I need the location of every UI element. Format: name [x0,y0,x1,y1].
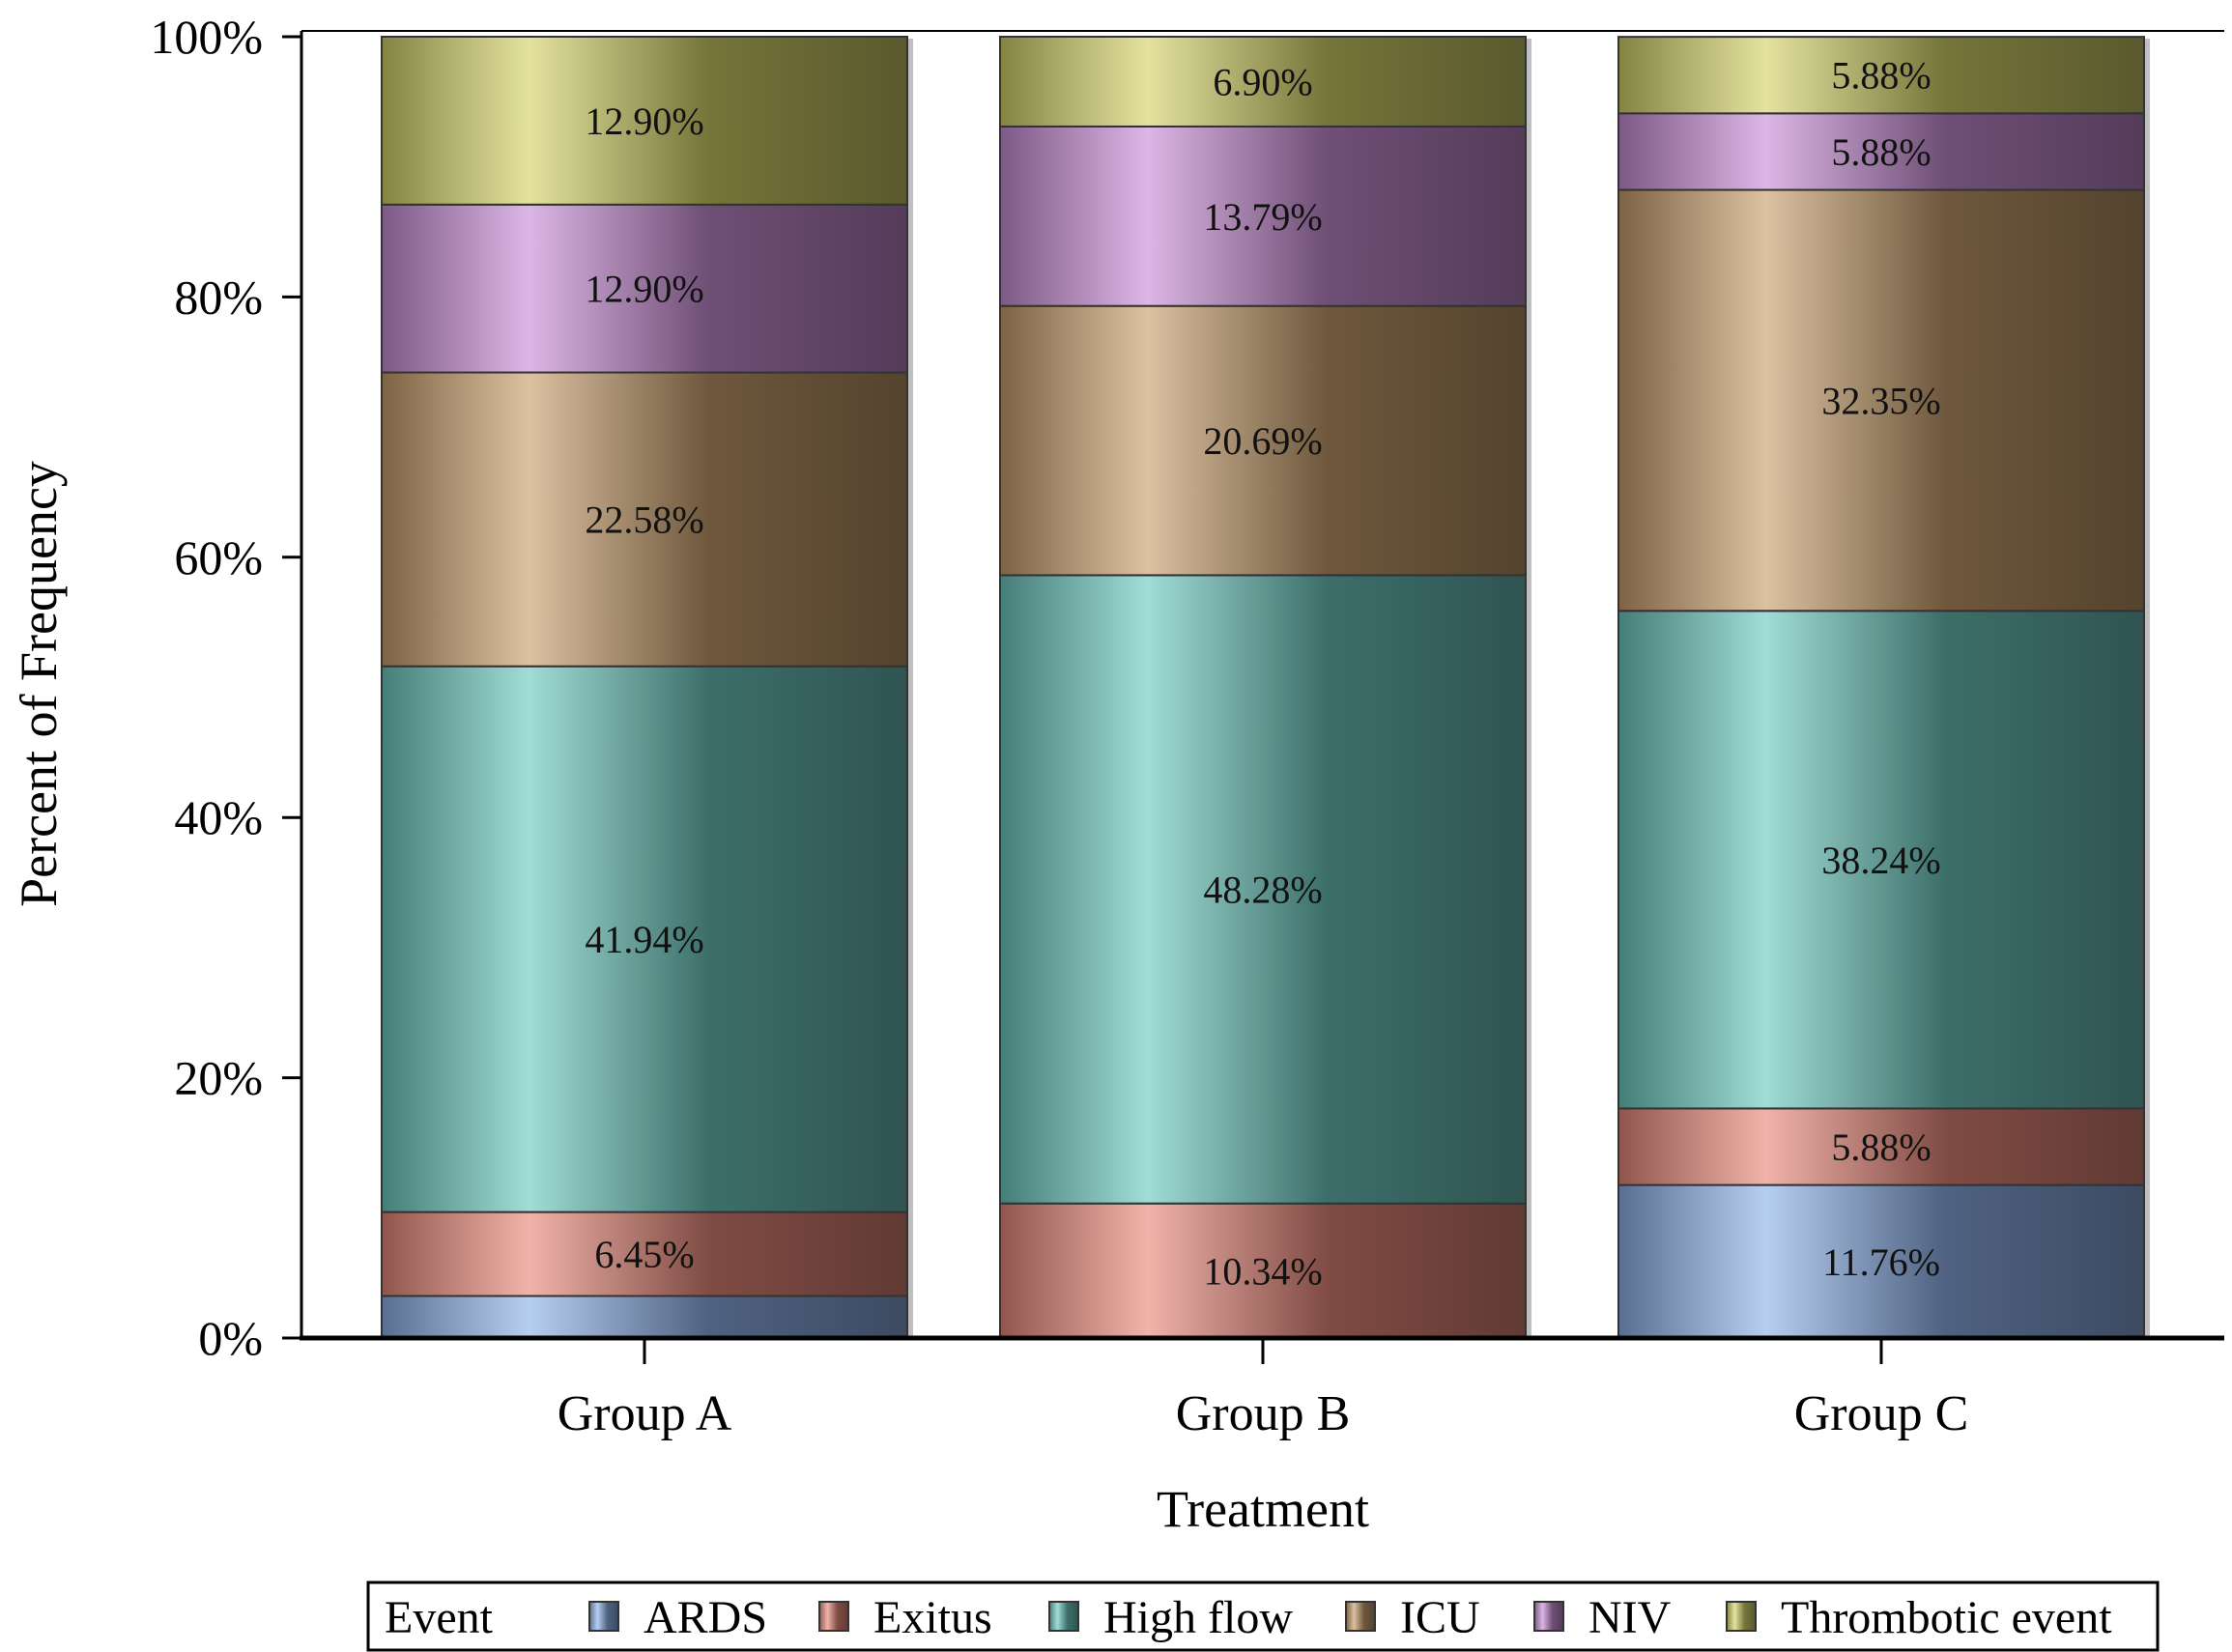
bar-segment-high-flow [999,574,1527,1205]
legend-swatch-high-flow [1048,1601,1079,1632]
legend-items: ARDS Exitus High flow ICU NIV Thrombotic even… [588,1592,2112,1643]
legend-title: Event [385,1592,494,1643]
bar-segment-ards [381,1295,908,1340]
y-axis-title: Percent of Frequency [10,461,68,907]
data-label: 5.88% [1831,1125,1931,1169]
y-tick-label: 20% [174,1051,263,1105]
y-tick-label: 100% [150,10,263,64]
y-tick-label: 0% [198,1311,263,1365]
data-label: 6.45% [594,1233,694,1276]
legend-swatch-thrombotic-event [1726,1601,1757,1632]
bar-stack-group-a: 6.45% 41.94% 22.58% 12.90% 12.90% [381,36,913,1340]
bar-stack-group-c: 11.76% 5.88% 38.24% 32.35% 5.88% 5.88% [1617,36,2150,1341]
data-label: 48.28% [1203,869,1322,912]
data-label: 38.24% [1821,839,1940,882]
bar-stack-group-b: 10.34% 48.28% 20.69% 13.79% 6.90% [999,36,1531,1340]
bar-segment-exitus [1617,1107,2145,1186]
data-label: 13.79% [1203,195,1322,239]
legend-frame [366,1581,2160,1652]
bar-segment-niv [381,203,908,374]
bar-segment-icu [999,304,1527,577]
legend-item-label: NIV [1588,1592,1672,1643]
data-label: 22.58% [585,498,703,542]
data-label: 5.88% [1831,130,1931,174]
data-label: 5.88% [1831,54,1931,98]
legend-item-label: Thrombotic event [1781,1592,2112,1643]
x-tick-label: Group B [1176,1386,1351,1441]
x-axis-title: Treatment [1157,1480,1369,1538]
data-label: 12.90% [585,268,703,311]
y-tick-label: 60% [174,530,263,584]
bar-segment-icu [381,371,908,668]
legend-item-label: ARDS [644,1592,767,1643]
bar-segment-exitus [381,1211,908,1297]
data-label: 10.34% [1203,1249,1322,1293]
legend-item-label: ICU [1400,1592,1480,1643]
data-label: 6.90% [1213,60,1312,103]
legend-item-label: High flow [1103,1592,1293,1643]
x-axis-ticks: Group A Group B Group C [558,1338,1969,1441]
y-tick-label: 80% [174,270,263,324]
bar-segment-thrombotic-event [999,36,1527,128]
bar-segment-thrombotic-event [1617,36,2145,115]
bar-segment-niv [1617,112,2145,191]
y-tick-label: 40% [174,790,263,844]
x-tick-label: Group A [558,1386,732,1441]
data-label: 20.69% [1203,419,1322,463]
bars-layer: 6.45% 41.94% 22.58% 12.90% 12.90% 10.34% 48.28… [381,36,2150,1341]
data-label: 32.35% [1821,379,1940,422]
x-tick-label: Group C [1794,1386,1969,1441]
data-label: 11.76% [1822,1240,1940,1284]
legend: Event ARDS Exitus High flow ICU NIV Thromboti… [366,1581,2160,1652]
bar-segment-exitus [999,1202,1527,1340]
legend-swatch-niv [1533,1601,1564,1632]
legend-swatch-exitus [818,1601,849,1632]
bar-segment-thrombotic-event [381,36,908,206]
legend-item-label: Exitus [873,1592,992,1643]
bar-segment-high-flow [1617,610,2145,1110]
data-label: 12.90% [585,100,703,143]
legend-swatch-ards [588,1601,619,1632]
bar-segment-niv [999,125,1527,307]
bar-segment-icu [1617,188,2145,612]
legend-swatch-icu [1345,1601,1376,1632]
data-label: 41.94% [585,918,703,961]
y-axis-ticks: 0% 20% 40% 60% 80% 100% [150,10,301,1365]
